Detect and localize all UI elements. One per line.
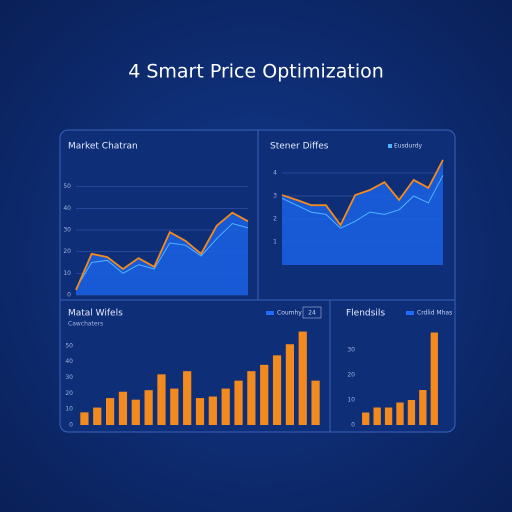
bar: [157, 374, 166, 425]
line: [281, 159, 444, 227]
y-tick-label: 0: [67, 292, 71, 299]
page-title: 4 Smart Price Optimization: [128, 61, 384, 83]
y-tick-label: 4: [273, 170, 277, 177]
bar: [195, 398, 205, 425]
y-tick-label: 20: [65, 390, 73, 397]
legend-label: Coumhy: [277, 310, 302, 317]
y-tick-label: 10: [63, 270, 71, 277]
chart-title: Stener Diffes: [270, 142, 329, 152]
badge: [302, 306, 322, 319]
y-tick-label: 10: [65, 406, 73, 413]
y-tick-label: 50: [63, 183, 71, 190]
line: [75, 222, 249, 289]
bar: [131, 399, 140, 425]
y-tick-label: 20: [347, 372, 355, 379]
legend-badge: 24: [308, 310, 316, 317]
y-tick-label: 50: [65, 342, 73, 349]
area-fill: [76, 212, 248, 295]
legend-label: Crdlid Mhas: [417, 310, 452, 317]
bar: [208, 396, 217, 425]
legend-swatch: [388, 144, 392, 148]
bar: [247, 371, 256, 425]
bar: [105, 398, 115, 425]
chart-title: Matal Wifels: [68, 309, 123, 319]
bar: [298, 331, 307, 425]
line: [75, 211, 249, 291]
bar: [260, 364, 269, 425]
bar: [144, 390, 153, 425]
bar: [384, 407, 393, 425]
y-tick-label: 30: [65, 374, 73, 381]
legend-label: Eusdurdy: [394, 143, 423, 150]
bar: [183, 371, 192, 425]
line: [281, 175, 444, 229]
chart-subtitle: Cawchaters: [68, 321, 103, 328]
area-fill: [282, 159, 443, 265]
bar: [234, 380, 243, 425]
bar: [396, 402, 404, 425]
y-tick-label: 30: [63, 227, 71, 234]
y-tick-label: 0: [69, 422, 73, 429]
y-tick-label: 2: [273, 216, 277, 223]
y-tick-label: 1: [273, 239, 277, 246]
bar: [93, 407, 102, 425]
bar: [80, 412, 89, 425]
bar: [170, 388, 179, 425]
legend-swatch: [406, 311, 414, 315]
y-tick-label: 0: [351, 422, 355, 429]
bar: [373, 407, 381, 425]
bar: [272, 355, 282, 425]
bar: [118, 391, 128, 425]
y-tick-label: 3: [273, 193, 277, 200]
chart-title: Market Chatran: [68, 142, 138, 152]
y-tick-label: 40: [65, 358, 73, 365]
bar: [221, 388, 230, 425]
y-tick-label: 30: [347, 347, 355, 354]
bar: [285, 344, 295, 425]
bar: [407, 400, 416, 425]
chart-title: Flendsils: [346, 309, 385, 319]
bar: [362, 412, 370, 425]
y-tick-label: 20: [63, 248, 71, 255]
bar: [419, 390, 427, 425]
y-tick-label: 10: [347, 397, 355, 404]
bar: [311, 380, 320, 425]
y-tick-label: 40: [63, 205, 71, 212]
bar: [430, 332, 438, 425]
legend-swatch: [266, 311, 274, 315]
